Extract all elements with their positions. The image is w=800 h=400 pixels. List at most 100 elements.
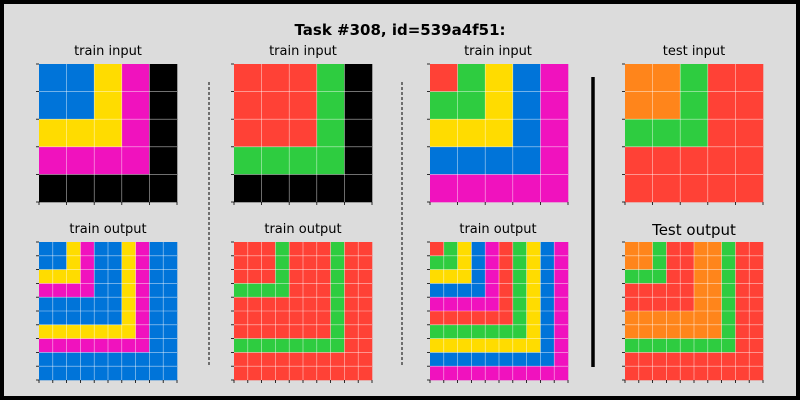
grid-cell — [485, 338, 500, 353]
grid-cell — [289, 283, 304, 298]
grid-cell — [247, 338, 262, 353]
grid-cell — [457, 283, 472, 298]
grid-cell — [344, 283, 359, 298]
grid-cell — [666, 324, 681, 339]
grid-cell — [443, 352, 458, 367]
grid-cell — [526, 324, 541, 339]
grid-cell — [499, 324, 514, 339]
grid-cell — [652, 352, 667, 367]
grid-cell — [94, 242, 109, 257]
grid-cell — [735, 352, 750, 367]
grid-cell — [526, 311, 541, 326]
grid-cell — [707, 269, 722, 284]
grid-cell — [680, 324, 695, 339]
grid-cell — [749, 311, 764, 326]
grid-cell — [108, 338, 123, 353]
grid-cell — [471, 283, 486, 298]
grid-cell — [430, 255, 445, 270]
grid-cell — [735, 283, 750, 298]
grid-cell — [163, 352, 178, 367]
grid-cell — [289, 311, 304, 326]
grid-cell — [554, 338, 569, 353]
grid-cell — [735, 91, 764, 120]
grid-panel-4 — [622, 63, 764, 205]
grid-cell — [735, 64, 764, 92]
grid-cell — [430, 119, 458, 148]
grid-cell — [39, 242, 54, 257]
grid-cell — [680, 338, 695, 353]
grid-cell — [652, 174, 681, 203]
grid-cell — [121, 297, 136, 312]
grid-cell — [66, 283, 81, 298]
grid-cell — [512, 338, 527, 353]
grid-cell — [52, 255, 67, 270]
grid-cell — [149, 311, 164, 326]
grid-cell — [66, 311, 81, 326]
grid-cell — [135, 242, 150, 257]
grid-cell — [526, 338, 541, 353]
grid-cell — [39, 324, 54, 339]
grid-cell — [344, 324, 359, 339]
grid-cell — [344, 146, 373, 175]
grid-cell — [638, 366, 653, 381]
grid-cell — [94, 119, 123, 148]
grid-cell — [234, 283, 249, 298]
panel-label-train-output-1: train output — [69, 222, 147, 237]
grid-cell — [234, 297, 249, 312]
grid-cell — [94, 338, 109, 353]
grid-cell — [261, 255, 276, 270]
grid-cell — [52, 242, 67, 257]
grid-cell — [457, 91, 486, 120]
grid-cell — [344, 255, 359, 270]
grid-cell — [694, 311, 709, 326]
grid-cell — [721, 283, 736, 298]
grid-cell — [247, 283, 262, 298]
grid-cell — [94, 269, 109, 284]
grid-cell — [316, 146, 345, 175]
grid-cell — [680, 366, 695, 381]
grid-cell — [66, 297, 81, 312]
grid-cell — [94, 146, 123, 175]
grid-cell — [707, 255, 722, 270]
grid-panel-6 — [231, 241, 373, 383]
grid-cell — [66, 324, 81, 339]
grid-cell — [94, 297, 109, 312]
grid-cell — [289, 91, 318, 120]
grid-cell — [316, 255, 331, 270]
grid-cell — [471, 255, 486, 270]
grid-cell — [707, 242, 722, 257]
grid-cell — [149, 297, 164, 312]
grid-cell — [666, 283, 681, 298]
grid-cell — [149, 255, 164, 270]
grid-cell — [430, 352, 445, 367]
grid-cell — [261, 283, 276, 298]
grid-cell — [666, 311, 681, 326]
grid-cell — [652, 366, 667, 381]
grid-cell — [163, 242, 178, 257]
panel-label-train-output-3: train output — [459, 222, 537, 237]
grid-cell — [330, 338, 345, 353]
grid-cell — [666, 352, 681, 367]
grid-cell — [680, 64, 709, 92]
grid-cell — [94, 324, 109, 339]
grid-cell — [625, 297, 640, 312]
grid-cell — [625, 146, 653, 175]
grid-cell — [540, 269, 555, 284]
grid-cell — [94, 283, 109, 298]
grid-cell — [457, 119, 486, 148]
grid-cell — [149, 91, 178, 120]
grid-cell — [430, 64, 458, 92]
grid-cell — [149, 64, 178, 92]
grid-cell — [430, 146, 458, 175]
grid-cell — [721, 352, 736, 367]
grid-cell — [721, 324, 736, 339]
grid-cell — [735, 324, 750, 339]
grid-cell — [275, 255, 290, 270]
panel-label-train-input-3: train input — [464, 44, 532, 59]
grid-cell — [666, 255, 681, 270]
grid-cell — [540, 283, 555, 298]
grid-cell — [163, 366, 178, 381]
grid-cell — [149, 269, 164, 284]
grid-cell — [471, 366, 486, 381]
grid-cell — [66, 352, 81, 367]
